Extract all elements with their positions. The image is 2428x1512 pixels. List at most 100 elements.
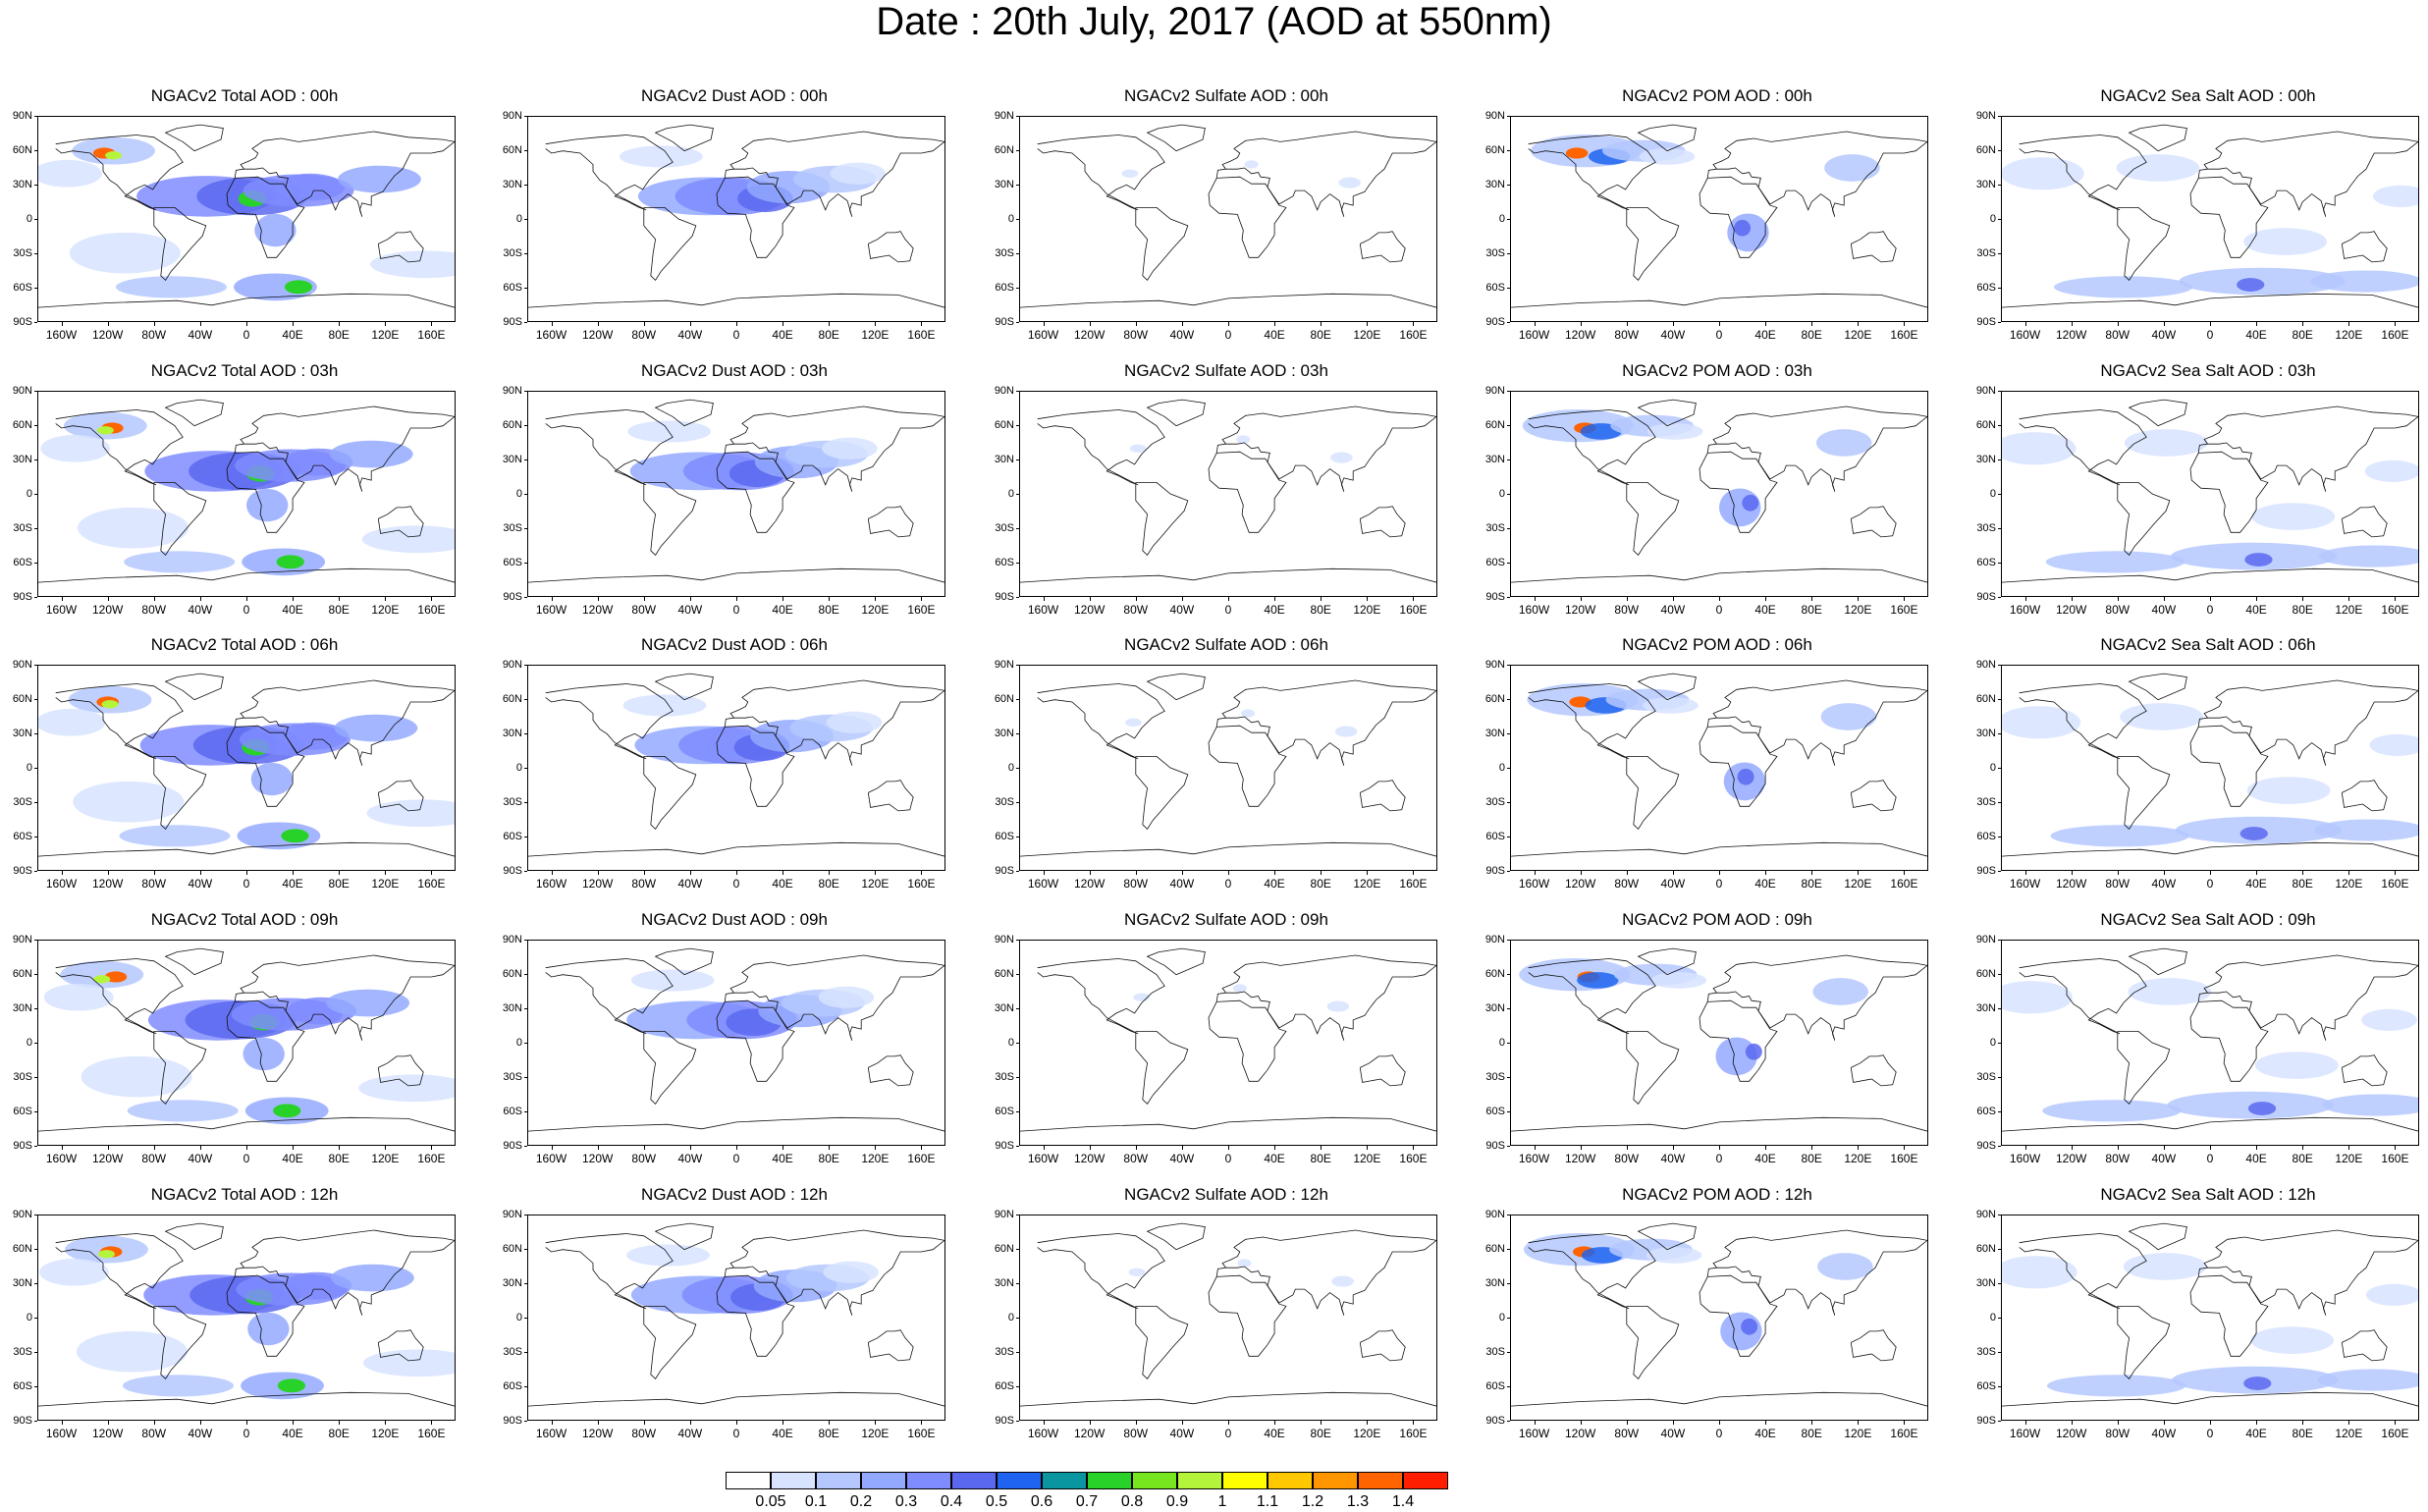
longitude-tick: [153, 1421, 155, 1425]
aod-shading: [237, 822, 321, 850]
latitude-tick: [1507, 1421, 1510, 1422]
latitude-tick: [1507, 150, 1510, 151]
colorbar-label: 0.2: [849, 1493, 873, 1510]
coastline: [1135, 1306, 1189, 1380]
longitude-label: 160E: [1399, 877, 1428, 891]
latitude-tick: [1507, 768, 1510, 769]
coastline: [1146, 947, 1206, 976]
aod-map: [2002, 1222, 2418, 1407]
aod-shading: [78, 507, 189, 549]
longitude-tick: [736, 871, 737, 875]
latitude-label: 90N: [12, 1209, 32, 1220]
coastline: [38, 841, 455, 857]
latitude-label: 0: [515, 762, 522, 774]
longitude-tick: [61, 597, 63, 601]
latitude-label: 60S: [13, 557, 32, 568]
latitude-tick: [1016, 1318, 1019, 1319]
latitude-label: 90N: [1484, 659, 1505, 671]
latitude-tick: [1507, 322, 1510, 323]
longitude-label: 0: [732, 603, 740, 617]
longitude-tick: [2163, 322, 2165, 326]
longitude-label: 80W: [1123, 603, 1149, 617]
latitude-label: 0: [1498, 488, 1505, 500]
longitude-tick: [1274, 322, 1276, 326]
latitude-label: 60S: [1485, 557, 1505, 568]
aod-shading: [1244, 160, 1259, 169]
aod-map: [528, 124, 944, 308]
aod-shading: [2322, 1094, 2418, 1116]
latitude-label: 60S: [995, 1380, 1014, 1392]
coastline: [377, 231, 424, 263]
latitude-label: 0: [1989, 488, 1996, 500]
longitude-tick: [431, 1146, 433, 1150]
map-panel: NGACv2 Sea Salt AOD : 12h 90N 60N 30N 0 30S 60…: [1972, 1185, 2428, 1454]
longitude-tick: [736, 1421, 737, 1425]
latitude-tick: [1998, 1146, 2001, 1147]
longitude-label: 80E: [2292, 1427, 2313, 1440]
longitude-tick: [2210, 871, 2211, 875]
longitude-label: 160W: [1027, 328, 1059, 342]
latitude-label: 60N: [502, 1243, 522, 1255]
colorbar-label: 0.9: [1165, 1493, 1189, 1510]
coastline: [1146, 673, 1206, 701]
latitude-label: 0: [1498, 213, 1505, 225]
latitude-label: 30N: [994, 1277, 1014, 1289]
longitude-label: 80W: [2105, 877, 2131, 891]
latitude-tick: [1016, 1043, 1019, 1044]
latitude-tick: [524, 150, 527, 151]
longitude-label: 0: [1224, 328, 1232, 342]
latitude-label: 0: [515, 1312, 522, 1323]
map-area: [527, 116, 945, 322]
longitude-label: 160E: [1890, 328, 1918, 342]
aod-shading: [1817, 1253, 1873, 1280]
longitude-label: 40E: [1754, 603, 1776, 617]
latitude-tick: [1507, 528, 1510, 529]
longitude-tick: [2163, 1146, 2165, 1150]
aod-shading: [1236, 435, 1251, 444]
latitude-label: 60S: [503, 1380, 522, 1392]
longitude-label: 80E: [1310, 603, 1331, 617]
latitude-tick: [524, 1421, 527, 1422]
latitude-tick: [34, 1111, 37, 1112]
latitude-label: 30S: [13, 247, 32, 259]
latitude-label: 90S: [13, 591, 32, 603]
coastline: [1511, 1116, 1927, 1132]
longitude-tick: [2256, 1421, 2258, 1425]
longitude-label: 0: [2206, 877, 2214, 891]
latitude-tick: [1507, 563, 1510, 564]
latitude-label: 30N: [502, 728, 522, 739]
latitude-label: 60S: [1485, 1106, 1505, 1117]
latitude-tick: [34, 871, 37, 872]
colorbar-swatch: [861, 1472, 906, 1489]
aod-shading: [361, 525, 455, 554]
longitude-tick: [2302, 1146, 2304, 1150]
map-area: [1019, 116, 1437, 322]
latitude-label: 0: [1989, 213, 1996, 225]
longitude-tick: [385, 1421, 387, 1425]
longitude-label: 160W: [45, 603, 78, 617]
latitude-tick: [1016, 425, 1019, 426]
coastline: [377, 506, 424, 538]
latitude-tick: [1016, 733, 1019, 734]
latitude-label: 30N: [1975, 454, 1996, 465]
longitude-label: 160E: [1399, 603, 1428, 617]
latitude-tick: [1998, 1043, 2001, 1044]
latitude-label: 0: [515, 488, 522, 500]
longitude-label: 160E: [417, 603, 446, 617]
latitude-tick: [1507, 253, 1510, 254]
latitude-label: 30S: [13, 1071, 32, 1083]
longitude-label: 120E: [2335, 1152, 2363, 1165]
aod-shading: [2318, 545, 2418, 567]
longitude-label: 160W: [1027, 877, 1059, 891]
longitude-tick: [107, 322, 109, 326]
latitude-tick: [1998, 288, 2001, 289]
longitude-tick: [2348, 1421, 2350, 1425]
latitude-tick: [34, 425, 37, 426]
longitude-tick: [1580, 322, 1582, 326]
longitude-tick: [1321, 1421, 1322, 1425]
latitude-label: 0: [1989, 1037, 1996, 1049]
latitude-label: 0: [1498, 762, 1505, 774]
coastline: [2117, 756, 2171, 831]
latitude-label: 90N: [1484, 385, 1505, 397]
aod-shading: [626, 1244, 710, 1267]
